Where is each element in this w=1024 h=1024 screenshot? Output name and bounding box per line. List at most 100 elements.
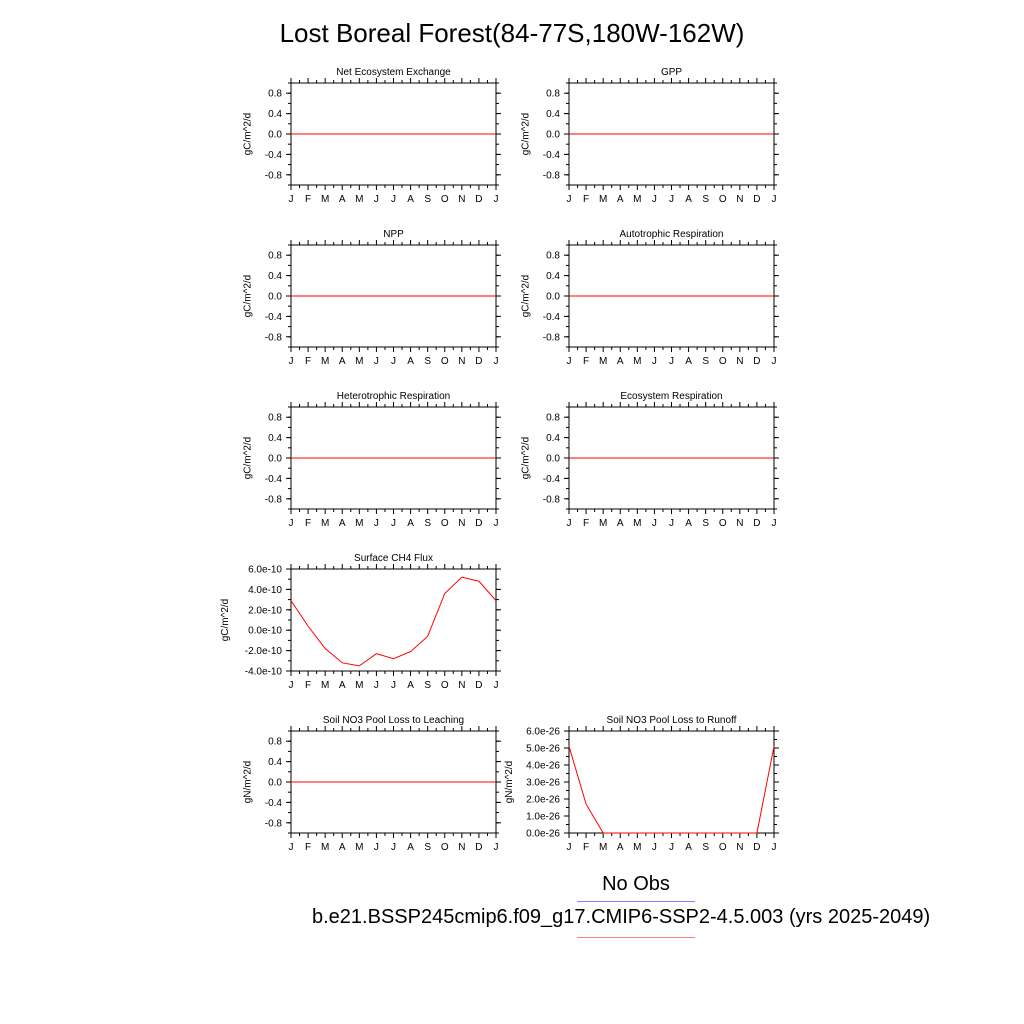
y-tick-label: 6.0e-10: [248, 565, 282, 576]
chart-title: Autotrophic Respiration: [620, 229, 724, 240]
x-tick-label: A: [407, 356, 414, 367]
x-tick-label: A: [407, 194, 414, 205]
chart-panel-4: J F M A M J J A S O N D J0.80.40.0-0.4-0.8Autotrophi…: [521, 229, 779, 367]
x-tick-label: A: [339, 842, 346, 853]
y-tick-label: -0.4: [543, 474, 561, 485]
plot-frame: [568, 730, 775, 834]
x-tick-label: N: [458, 518, 465, 529]
x-tick-label: J: [567, 842, 572, 853]
x-tick-label: J: [567, 194, 572, 205]
x-tick-label: J: [374, 356, 379, 367]
x-tick-label: M: [355, 194, 363, 205]
x-tick-label: M: [321, 680, 329, 691]
x-tick-label: S: [424, 680, 431, 691]
x-tick-label: J: [669, 518, 674, 529]
x-tick-label: M: [321, 194, 329, 205]
x-tick-label: O: [441, 194, 449, 205]
y-tick-label: 0.0e-26: [526, 829, 560, 840]
x-tick-label: J: [772, 842, 777, 853]
x-tick-label: O: [441, 680, 449, 691]
legend-model-line: [577, 937, 695, 938]
x-tick-label: O: [719, 194, 727, 205]
y-tick-label: 0.4: [546, 109, 560, 120]
x-tick-label: A: [339, 680, 346, 691]
x-tick-label: A: [685, 356, 692, 367]
x-tick-label: J: [494, 356, 499, 367]
x-tick-label: D: [753, 356, 760, 367]
y-tick-label: -0.8: [265, 818, 283, 829]
y-tick-label: 0.0: [268, 130, 282, 141]
x-tick-label: M: [633, 356, 641, 367]
x-tick-label: J: [391, 194, 396, 205]
x-tick-label: M: [355, 842, 363, 853]
y-tick-label: -0.4: [265, 150, 283, 161]
y-tick-label: 0.4: [546, 433, 560, 444]
x-tick-label: M: [321, 518, 329, 529]
x-tick-label: N: [736, 194, 743, 205]
x-tick-label: A: [617, 842, 624, 853]
x-tick-label: J: [772, 356, 777, 367]
y-tick-label: -0.4: [265, 474, 283, 485]
x-tick-label: A: [407, 518, 414, 529]
x-tick-label: A: [339, 518, 346, 529]
chart-title: NPP: [383, 229, 404, 240]
y-tick-label: -4.0e-10: [245, 667, 283, 678]
y-tick-label: 0.0: [546, 130, 560, 141]
y-tick-label: 0.8: [268, 737, 282, 748]
y-tick-label: 0.0: [268, 454, 282, 465]
x-tick-label: J: [669, 194, 674, 205]
chart-panel-2: J F M A M J J A S O N D J0.80.40.0-0.4-0.8GPPgC/m^2/…: [521, 67, 779, 205]
x-tick-label: J: [567, 518, 572, 529]
y-tick-label: 0.0: [268, 292, 282, 303]
x-tick-label: J: [494, 680, 499, 691]
x-tick-label: S: [424, 518, 431, 529]
x-tick-label: F: [583, 356, 589, 367]
x-tick-label: S: [702, 194, 709, 205]
y-tick-label: 0.0: [268, 778, 282, 789]
page-title: Lost Boreal Forest(84-77S,180W-162W): [279, 18, 745, 48]
x-tick-label: M: [599, 194, 607, 205]
x-tick-label: M: [321, 842, 329, 853]
x-tick-label: A: [617, 356, 624, 367]
y-tick-label: 0.0e-10: [248, 626, 282, 637]
x-tick-label: M: [321, 356, 329, 367]
x-tick-label: J: [391, 680, 396, 691]
x-tick-label: F: [583, 194, 589, 205]
y-tick-label: -0.8: [543, 170, 561, 181]
legend-obs-label: No Obs: [602, 873, 670, 895]
y-tick-label: -0.8: [265, 494, 283, 505]
x-tick-label: J: [772, 194, 777, 205]
x-tick-label: N: [736, 518, 743, 529]
y-axis-label: gC/m^2/d: [243, 113, 254, 156]
x-tick-label: M: [355, 680, 363, 691]
x-tick-label: J: [289, 356, 294, 367]
y-tick-label: 0.0: [546, 454, 560, 465]
x-tick-label: F: [583, 518, 589, 529]
chart-title: Net Ecosystem Exchange: [336, 67, 451, 78]
y-tick-label: 0.0: [546, 292, 560, 303]
x-tick-label: J: [652, 194, 657, 205]
chart-panel-7: J F M A M J J A S O N D J6.0e-104.0e-102.0e-100.0e-1…: [220, 553, 501, 691]
x-tick-label: M: [633, 842, 641, 853]
x-tick-label: F: [305, 518, 311, 529]
y-axis-label: gC/m^2/d: [243, 275, 254, 318]
x-tick-label: J: [289, 842, 294, 853]
y-tick-label: -2.0e-10: [245, 646, 283, 657]
x-tick-label: F: [305, 842, 311, 853]
x-tick-label: F: [305, 356, 311, 367]
x-tick-label: A: [617, 518, 624, 529]
x-tick-label: A: [407, 680, 414, 691]
x-tick-label: O: [719, 842, 727, 853]
x-tick-label: S: [424, 842, 431, 853]
x-tick-label: N: [458, 356, 465, 367]
y-axis-label: gC/m^2/d: [243, 437, 254, 480]
chart-panel-3: J F M A M J J A S O N D J0.80.40.0-0.4-0.8NPPgC/m^2/…: [243, 229, 501, 367]
y-tick-label: -0.8: [543, 494, 561, 505]
x-tick-label: J: [374, 518, 379, 529]
x-tick-label: M: [599, 356, 607, 367]
y-tick-label: -0.4: [265, 798, 283, 809]
y-tick-label: 0.4: [546, 271, 560, 282]
y-tick-label: 4.0e-10: [248, 585, 282, 596]
x-tick-label: J: [669, 842, 674, 853]
